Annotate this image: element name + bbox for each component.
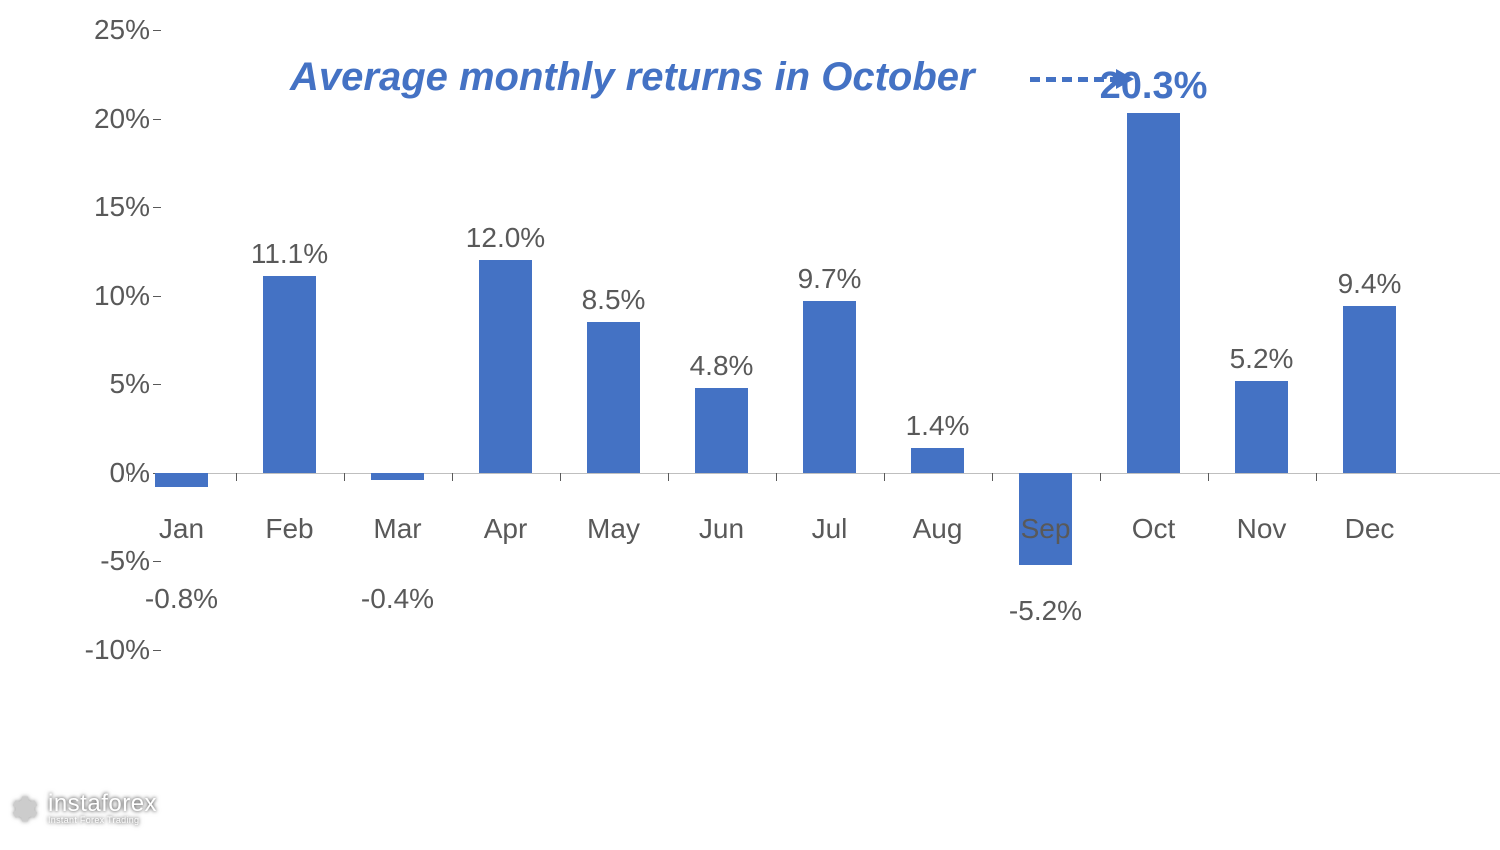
y-axis-label: 25%: [94, 14, 150, 46]
bar-value-label: 12.0%: [466, 222, 545, 254]
watermark-text: instaforex Instant Forex Trading: [48, 792, 157, 825]
bar-value-label: 4.8%: [690, 350, 754, 382]
highlight-value: 20.3%: [1100, 65, 1208, 108]
plot-area: -10%-5%0%5%10%15%20%25%-0.8%Jan11.1%Feb-…: [90, 30, 1460, 650]
x-axis-label: Aug: [913, 513, 963, 545]
y-axis-label: -10%: [85, 634, 150, 666]
bar: [803, 301, 856, 473]
bar: [371, 473, 424, 480]
watermark-brand: instaforex: [48, 792, 157, 816]
bar-value-label: 1.4%: [906, 410, 970, 442]
zero-line: [158, 473, 1500, 474]
x-axis-label: Feb: [265, 513, 313, 545]
bar-value-label: -0.4%: [361, 583, 434, 615]
x-axis-label: Jun: [699, 513, 744, 545]
x-axis-label: Dec: [1345, 513, 1395, 545]
watermark-logo: instaforex Instant Forex Trading: [10, 792, 157, 825]
bar-value-label: -0.8%: [145, 583, 218, 615]
bar: [479, 260, 532, 473]
x-axis-label: Mar: [373, 513, 421, 545]
watermark-tagline: Instant Forex Trading: [48, 816, 157, 825]
x-axis-label: Oct: [1132, 513, 1176, 545]
bar-value-label: -5.2%: [1009, 595, 1082, 627]
bar: [1127, 113, 1180, 473]
y-axis-label: 5%: [110, 368, 150, 400]
y-axis-label: -5%: [100, 545, 150, 577]
bar: [1343, 306, 1396, 473]
bar-value-label: 11.1%: [251, 238, 328, 270]
x-axis-label: Apr: [484, 513, 528, 545]
bar: [695, 388, 748, 473]
bar: [155, 473, 208, 487]
gear-icon: [10, 794, 40, 824]
y-axis-label: 15%: [94, 191, 150, 223]
y-axis-label: 10%: [94, 280, 150, 312]
bar: [263, 276, 316, 473]
bar-value-label: 8.5%: [582, 284, 646, 316]
bar-value-label: 9.4%: [1338, 268, 1402, 300]
bar-value-label: 5.2%: [1230, 343, 1294, 375]
x-axis-label: Nov: [1237, 513, 1287, 545]
y-axis-label: 0%: [110, 457, 150, 489]
bar: [587, 322, 640, 473]
y-axis-label: 20%: [94, 103, 150, 135]
x-axis-label: May: [587, 513, 640, 545]
x-axis-label: Sep: [1021, 513, 1071, 545]
bar: [1235, 381, 1288, 473]
bar-value-label: 9.7%: [798, 263, 862, 295]
chart-container: Average monthly returns in October -10%-…: [20, 10, 1470, 690]
x-axis-label: Jan: [159, 513, 204, 545]
x-axis-label: Jul: [812, 513, 848, 545]
bar: [911, 448, 964, 473]
